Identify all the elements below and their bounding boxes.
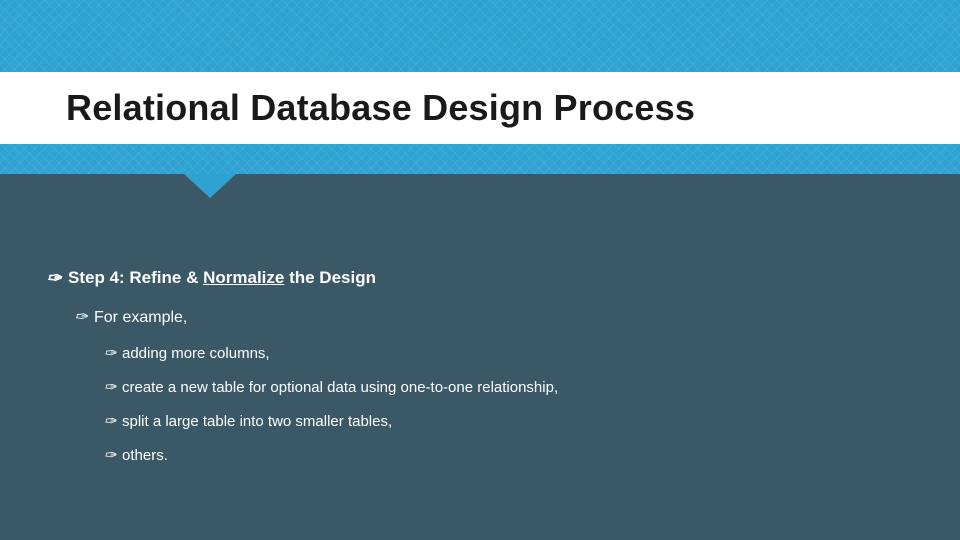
swirl-icon: ✑ xyxy=(98,345,122,363)
title-bar: Relational Database Design Process xyxy=(0,72,960,144)
bullet-for-example: ✑ For example, xyxy=(68,308,920,327)
bullet-example: ✑ others. xyxy=(98,447,920,465)
example-text: others. xyxy=(122,447,168,465)
bullet-example: ✑ split a large table into two smaller t… xyxy=(98,413,920,431)
swirl-icon: ✑ xyxy=(68,308,94,327)
for-example-text: For example, xyxy=(94,308,187,327)
swirl-icon: ✑ xyxy=(40,268,68,290)
swirl-icon: ✑ xyxy=(98,413,122,431)
header-band: Relational Database Design Process xyxy=(0,0,960,174)
bullet-step: ✑ Step 4: Refine & Normalize the Design xyxy=(40,268,920,290)
step-text: Step 4: Refine & Normalize the Design xyxy=(68,268,376,288)
slide-content: ✑ Step 4: Refine & Normalize the Design … xyxy=(0,174,960,465)
example-text: adding more columns, xyxy=(122,345,270,363)
header-pointer xyxy=(184,174,236,198)
bullet-example: ✑ adding more columns, xyxy=(98,345,920,363)
example-text: split a large table into two smaller tab… xyxy=(122,413,392,431)
bullet-example: ✑ create a new table for optional data u… xyxy=(98,379,920,397)
example-text: create a new table for optional data usi… xyxy=(122,379,558,397)
swirl-icon: ✑ xyxy=(98,379,122,397)
slide-title: Relational Database Design Process xyxy=(66,87,695,129)
swirl-icon: ✑ xyxy=(98,447,122,465)
